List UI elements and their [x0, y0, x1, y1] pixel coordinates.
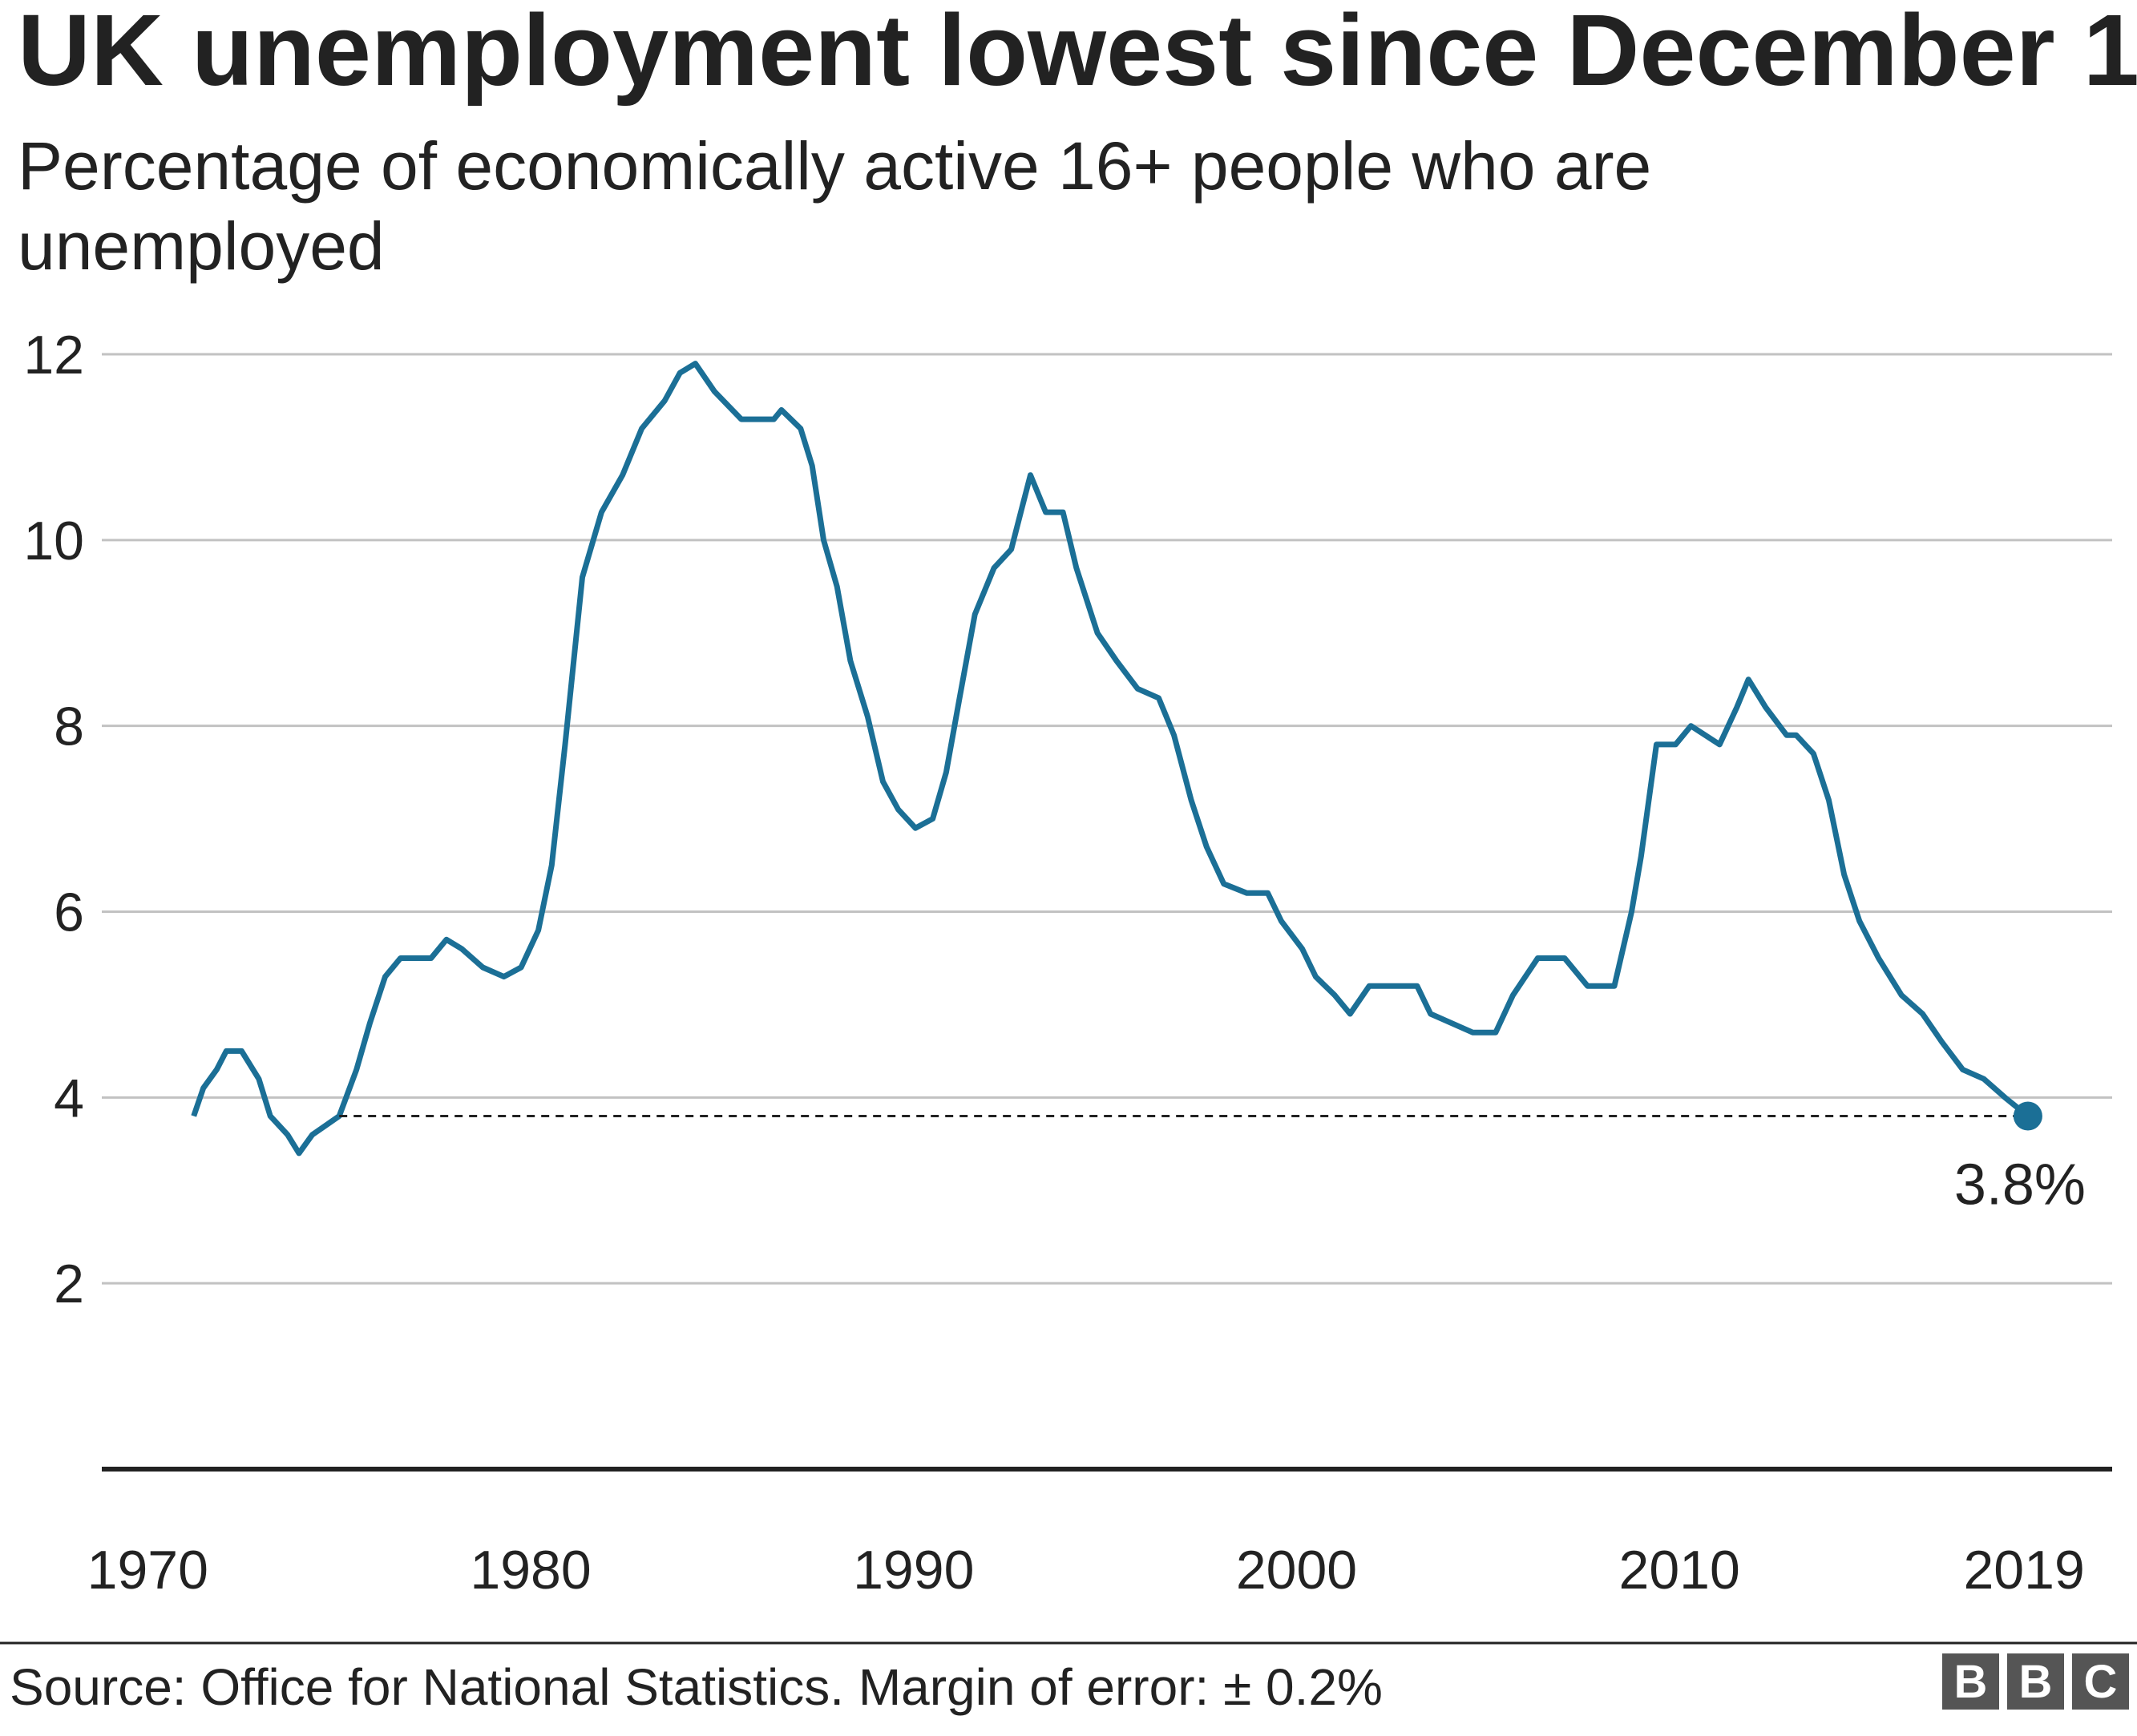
source-note: Source: Office for National Statistics. … [10, 1658, 1383, 1716]
y-tick-label: 6 [54, 882, 84, 943]
end-point [2013, 1101, 2042, 1131]
x-tick-label: 2010 [1619, 1540, 1740, 1601]
annotation-label: 3.8% [1954, 1153, 2086, 1217]
chart-subtitle: Percentage of economically active 16+ pe… [18, 128, 1651, 204]
chart-subtitle: unemployed [18, 208, 385, 284]
x-tick-label: 1990 [853, 1540, 974, 1601]
y-tick-label: 2 [54, 1254, 84, 1314]
chart-title: UK unemployment lowest since December 19… [18, 0, 2137, 107]
logo-box [1942, 1653, 1999, 1710]
x-tick-label: 1980 [470, 1540, 591, 1601]
logo-letter: B [2019, 1656, 2053, 1708]
logo-box [2072, 1653, 2129, 1710]
logo-box [2007, 1653, 2064, 1710]
x-tick-label: 2000 [1236, 1540, 1357, 1601]
y-tick-label: 8 [54, 696, 84, 757]
y-tick-label: 12 [23, 325, 84, 386]
data-line [191, 361, 2030, 1157]
y-tick-label: 10 [23, 511, 84, 571]
logo-letter: B [1954, 1656, 1988, 1708]
x-tick-label: 2019 [1963, 1540, 2084, 1601]
x-tick-label: 1970 [87, 1540, 208, 1601]
y-tick-label: 4 [54, 1068, 84, 1128]
logo-letter: C [2084, 1656, 2118, 1708]
